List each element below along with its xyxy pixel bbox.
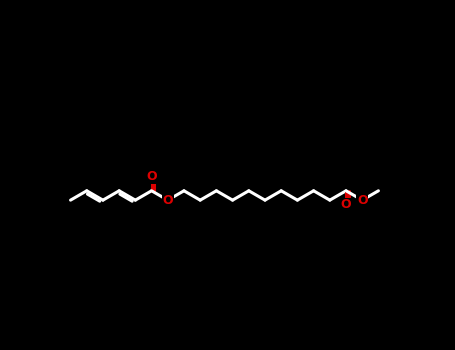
Text: O: O [146,170,157,183]
Text: O: O [357,194,368,206]
Text: O: O [162,194,173,206]
Text: O: O [341,198,351,211]
